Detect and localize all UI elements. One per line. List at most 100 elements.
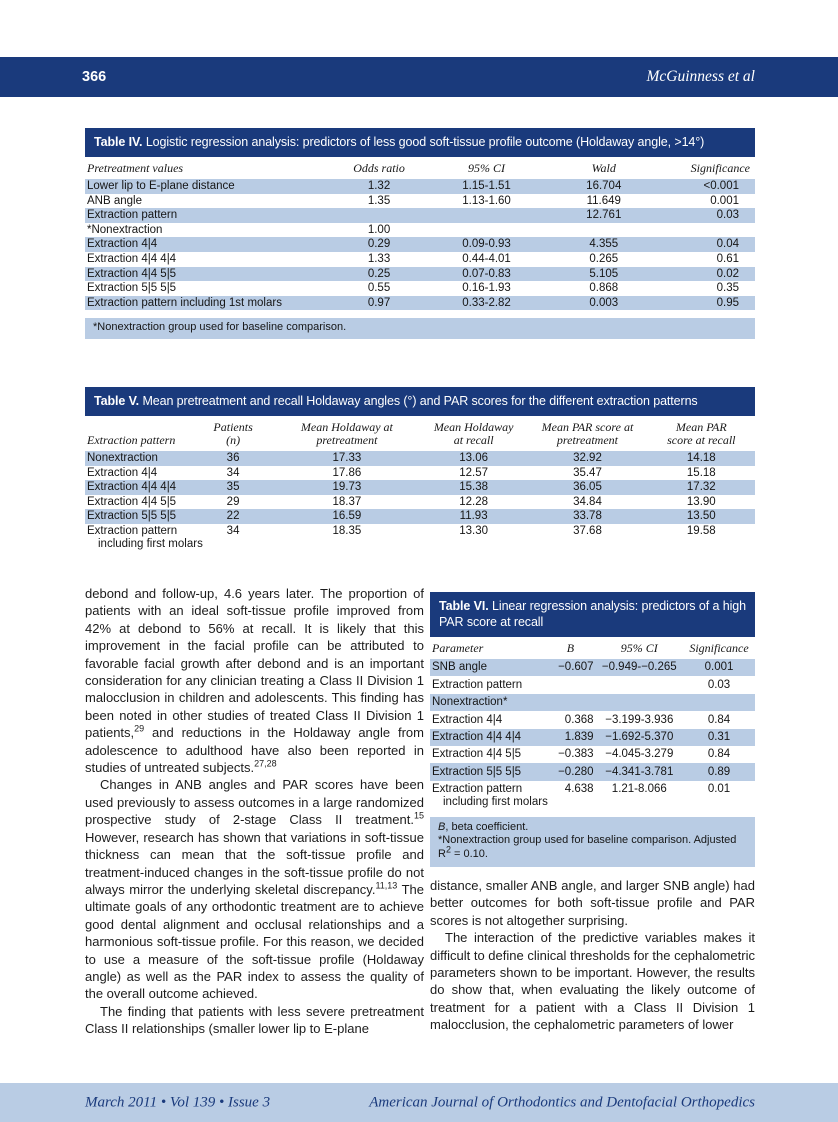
table-cell: 19.58 bbox=[686, 524, 716, 537]
table-cell bbox=[545, 694, 595, 711]
table-cell: Extraction 4|4 4|4 bbox=[87, 481, 177, 494]
text-segment: = 0.10. bbox=[450, 847, 488, 860]
table-cell: 12.57 bbox=[459, 466, 489, 479]
column-header: Pretreatment values bbox=[87, 161, 184, 175]
table-cell: 0.89 bbox=[707, 765, 731, 778]
table-cell: *Nonextraction bbox=[87, 223, 163, 236]
table-cell: 0.09-0.93 bbox=[462, 238, 511, 251]
column-header: 95% CI bbox=[620, 641, 658, 655]
table-cell: 0.01 bbox=[707, 783, 731, 796]
table-row: Extraction 4|4 5|5 0.25 0.07-0.83 5.105 0.02 bbox=[85, 266, 755, 282]
table-row: Extraction pattern 12.761 0.03 bbox=[85, 208, 755, 223]
table-cell: 36 bbox=[226, 452, 240, 464]
column-header: Wald bbox=[591, 161, 616, 175]
table-cell: 32.92 bbox=[573, 452, 602, 464]
body-paragraph: The finding that patients with less seve… bbox=[85, 1003, 424, 1038]
column-header: 95% CI bbox=[468, 161, 506, 175]
column-header: Extraction pattern bbox=[87, 433, 176, 447]
page-footer-band: March 2011 • Vol 139 • Issue 3 American … bbox=[0, 1083, 838, 1122]
table-iv: Table IV. Logistic regression analysis: … bbox=[85, 128, 755, 339]
table-cell: 5.105 bbox=[589, 267, 619, 280]
footnote-line: *Nonextraction group used for baseline c… bbox=[438, 834, 747, 861]
text-segment: B bbox=[438, 820, 446, 833]
table-cell: 11.649 bbox=[586, 194, 621, 207]
table-row: Extraction 4|4 5|5 −0.383 −4.045-3.279 0.84 bbox=[430, 746, 755, 763]
table-cell: Extraction 4|4 4|4 bbox=[432, 730, 522, 743]
table-cell: 4.355 bbox=[589, 238, 619, 251]
table-cell: −0.607 bbox=[558, 661, 594, 674]
column-header: Parameter bbox=[432, 641, 484, 655]
table-cell: Extraction 4|4 bbox=[432, 713, 503, 726]
table-cell: 0.35 bbox=[716, 282, 739, 295]
table-cell: 0.868 bbox=[589, 282, 619, 295]
column-header: Significance bbox=[690, 161, 750, 175]
table-cell: 0.61 bbox=[716, 252, 739, 265]
text-segment: Changes in ANB angles and PAR scores hav… bbox=[85, 777, 424, 828]
table-vi-label: Table VI. bbox=[439, 599, 489, 613]
table-cell: 13.30 bbox=[459, 524, 489, 537]
column-header: Significance bbox=[689, 641, 749, 655]
body-paragraph: The interaction of the predictive variab… bbox=[430, 929, 755, 1033]
table-cell: Lower lip to E-plane distance bbox=[87, 180, 235, 192]
column-header: Patients (n) bbox=[213, 420, 253, 447]
table-cell: 17.86 bbox=[332, 466, 362, 479]
table-cell: 0.001 bbox=[704, 661, 734, 674]
table-cell bbox=[683, 694, 755, 711]
body-paragraph: distance, smaller ANB angle, and larger … bbox=[430, 877, 755, 929]
body-paragraph: Changes in ANB angles and PAR scores hav… bbox=[85, 776, 424, 1002]
table-cell: Extraction pattern bbox=[432, 678, 523, 691]
table-cell: −3.199-3.936 bbox=[605, 713, 674, 726]
citation-superscript: 11,13 bbox=[375, 880, 398, 891]
page-header-band: 366 McGuinness et al bbox=[0, 57, 838, 97]
table-cell: 0.07-0.83 bbox=[462, 267, 511, 280]
table-cell: Extraction 4|4 5|5 bbox=[87, 267, 177, 280]
table-cell bbox=[658, 223, 755, 238]
table-iv-title: Table IV. Logistic regression analysis: … bbox=[85, 128, 755, 157]
footnote-line: B, beta coefficient. bbox=[438, 821, 747, 835]
table-cell: 1.15-1.51 bbox=[462, 180, 511, 192]
table-row: Extraction pattern including first molars… bbox=[430, 781, 755, 811]
table-cell: −0.949-−0.265 bbox=[601, 661, 677, 674]
running-head: McGuinness et al bbox=[646, 68, 755, 85]
table-cell: Nonextraction bbox=[87, 452, 158, 464]
table-cell: ANB angle bbox=[87, 194, 142, 207]
table-cell: 0.001 bbox=[710, 194, 739, 207]
table-iv-caption: Logistic regression analysis: predictors… bbox=[145, 135, 705, 149]
table-cell: 13.50 bbox=[686, 510, 716, 523]
table-cell: 0.265 bbox=[589, 252, 619, 265]
table-cell: 12.761 bbox=[586, 209, 622, 222]
table-cell: Extraction 4|4 4|4 bbox=[87, 252, 177, 265]
table-row: Extraction 5|5 5|5 22 16.59 11.93 33.78 13.50 bbox=[85, 509, 755, 524]
table-cell: Extraction pattern including 1st molars bbox=[87, 296, 282, 309]
table-cell bbox=[335, 208, 423, 223]
table-cell: 1.32 bbox=[367, 180, 391, 192]
table-cell: 0.95 bbox=[716, 296, 739, 309]
body-column-left: debond and follow-up, 4.6 years later. T… bbox=[85, 585, 424, 1038]
table-cell: 35.47 bbox=[573, 466, 602, 479]
table-cell: Extraction 4|4 5|5 bbox=[432, 748, 522, 761]
table-cell: Extraction 5|5 5|5 bbox=[432, 765, 522, 778]
table-row: Extraction 4|4 4|4 1.839 −1.692-5.370 0.31 bbox=[430, 728, 755, 746]
column-header: Mean PAR score at pretreatment bbox=[541, 420, 634, 447]
citation-superscript: 27,28 bbox=[254, 758, 277, 769]
table-vi-title: Table VI. Linear regression analysis: pr… bbox=[430, 592, 755, 637]
table-cell: 17.32 bbox=[686, 481, 716, 494]
text-segment: *Nonextraction group used for baseline c… bbox=[438, 834, 737, 860]
table-cell: 34 bbox=[226, 524, 240, 537]
table-cell: −4.045-3.279 bbox=[605, 748, 674, 761]
table-cell: 1.21-8.066 bbox=[611, 783, 667, 796]
footer-journal-name: American Journal of Orthodontics and Den… bbox=[369, 1094, 755, 1110]
table-cell: 0.003 bbox=[589, 296, 619, 309]
table-cell bbox=[423, 223, 550, 238]
table-cell: 0.31 bbox=[707, 730, 731, 743]
table-cell-continuation: including first molars bbox=[98, 537, 203, 550]
table-header-row: Pretreatment values Odds ratio 95% CI Wald S… bbox=[85, 157, 755, 179]
table-iv-label: Table IV. bbox=[94, 135, 143, 149]
table-cell: 18.35 bbox=[332, 524, 362, 537]
table-cell: 0.02 bbox=[716, 267, 739, 280]
table-cell: Extraction 5|5 5|5 bbox=[87, 282, 177, 295]
table-cell: 37.68 bbox=[573, 524, 602, 537]
table-cell: 0.368 bbox=[564, 713, 594, 726]
table-row: Extraction 4|4 4|4 35 19.73 15.38 36.05 17.32 bbox=[85, 480, 755, 495]
citation-superscript: 2 bbox=[445, 843, 451, 854]
